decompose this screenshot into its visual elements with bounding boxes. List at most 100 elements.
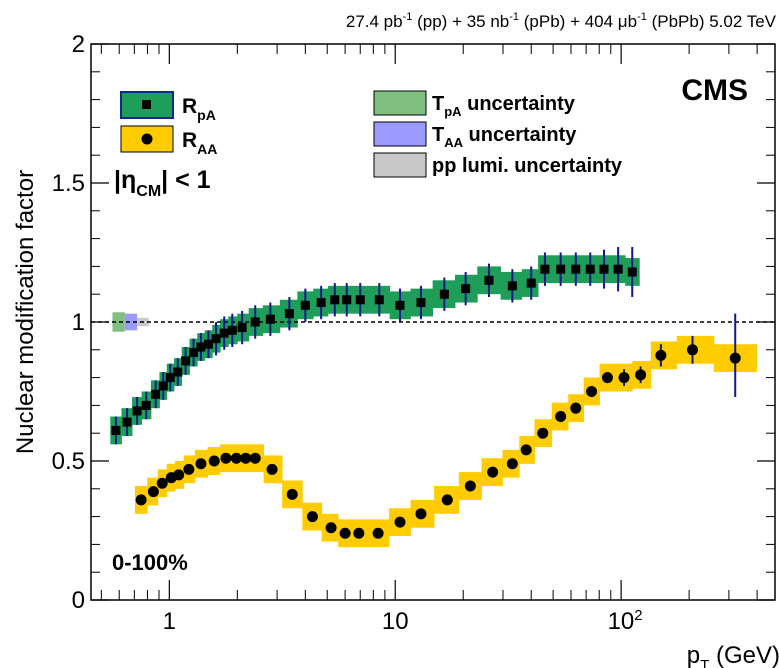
raa-point xyxy=(618,372,630,384)
rpa-point xyxy=(330,295,340,305)
legend-uncertainties: TpA uncertainty TAA uncertainty pp lumi.… xyxy=(373,90,623,178)
raa-point xyxy=(555,411,567,423)
raa-point xyxy=(240,452,252,464)
legend-marker-square xyxy=(142,100,151,109)
y-tick-label: 0 xyxy=(72,587,85,614)
raa-point xyxy=(230,452,242,464)
rpa-point xyxy=(141,400,151,410)
y-axis-title: Nuclear modification factor xyxy=(12,170,39,454)
rpa-point xyxy=(111,425,121,435)
rpa-point xyxy=(507,281,517,291)
rpa-point xyxy=(316,298,326,308)
raa-point xyxy=(286,488,298,500)
raa-point xyxy=(415,508,427,520)
raa-point xyxy=(156,477,168,489)
rpa-point xyxy=(211,334,221,344)
raa-point xyxy=(249,452,261,464)
raa-point xyxy=(394,516,406,528)
rpa-point xyxy=(203,339,213,349)
legend-label-taa: TAA uncertainty xyxy=(432,124,577,150)
legend-entry-lumi: pp lumi. uncertainty xyxy=(373,152,623,178)
rpa-point xyxy=(585,264,595,274)
rpa-point xyxy=(571,264,581,274)
raa-point xyxy=(655,349,667,361)
x-tick-label: 10 xyxy=(382,608,409,635)
x-axis-title: pT (GeV) xyxy=(687,642,779,668)
rpa-point xyxy=(300,300,310,310)
legend-entry-raa: RAA xyxy=(120,125,217,157)
cms-label: CMS xyxy=(681,74,748,107)
rpa-point xyxy=(181,356,191,366)
y-tick-label: 1 xyxy=(72,309,85,336)
raa-point xyxy=(487,466,499,478)
rpa-point xyxy=(556,264,566,274)
rpa-point xyxy=(151,389,161,399)
rpa-point xyxy=(439,289,449,299)
rpa-point xyxy=(227,325,237,335)
centrality-label: 0-100% xyxy=(112,550,188,575)
norm-box-taa xyxy=(124,313,138,331)
raa-point xyxy=(372,527,384,539)
x-tick-label: 102 xyxy=(608,607,643,635)
y-tick-label: 2 xyxy=(72,31,85,58)
rpa-point xyxy=(284,309,294,319)
rpa-point xyxy=(599,264,609,274)
legend-label-rpa: RpA xyxy=(182,95,216,123)
legend-entry-rpa: RpA xyxy=(120,91,216,123)
legend-entry-taa: TAA uncertainty xyxy=(373,121,577,150)
raa-point xyxy=(339,527,351,539)
chart-header: 27.4 pb-1 (pp) + 35 nb-1 (pPb) + 404 μb-… xyxy=(346,11,777,31)
rpa-point xyxy=(265,314,275,324)
raa-point xyxy=(586,386,598,397)
raa-point xyxy=(220,452,232,464)
legend-swatch-tpa xyxy=(373,90,427,116)
x-tick-label: 1 xyxy=(163,608,176,635)
rpa-point xyxy=(219,328,229,338)
rpa-point xyxy=(165,373,175,383)
raa-point xyxy=(441,494,453,506)
legend-label-lumi: pp lumi. uncertainty xyxy=(432,155,623,177)
raa-point xyxy=(635,369,647,381)
rpa-point xyxy=(355,295,365,305)
rpa-point xyxy=(173,367,183,377)
raa-point xyxy=(520,444,532,456)
rpa-point xyxy=(461,284,471,294)
raa-point xyxy=(464,480,476,492)
rpa-point xyxy=(189,348,199,358)
axis-ticks: 0 0.5 1 1.5 2 1 10 102 xyxy=(52,31,775,635)
rpa-point xyxy=(132,406,142,416)
legend-series: RpA RAA xyxy=(120,91,217,157)
rpa-point xyxy=(395,300,405,310)
raa-point xyxy=(570,402,582,414)
raa-point xyxy=(537,427,549,439)
rpa-point xyxy=(158,381,168,391)
rpa-point xyxy=(122,417,132,427)
legend-label-raa: RAA xyxy=(182,129,217,157)
raa-point xyxy=(183,463,195,475)
rpa-point xyxy=(196,342,206,352)
legend-swatch-taa xyxy=(373,121,427,147)
raa-point xyxy=(506,458,518,470)
raa-point xyxy=(353,527,365,539)
raa-point xyxy=(729,352,741,364)
legend-entry-tpa: TpA uncertainty xyxy=(373,90,576,119)
y-tick-label: 0.5 xyxy=(52,448,85,475)
legend-marker-circle xyxy=(141,133,153,145)
rpa-point xyxy=(342,295,352,305)
raa-point xyxy=(208,455,220,467)
rpa-point xyxy=(416,298,426,308)
rpa-point xyxy=(250,317,260,327)
eta-label: |ηCM| < 1 xyxy=(114,166,211,200)
norm-box-tpa xyxy=(112,312,125,332)
rpa-point xyxy=(484,275,494,285)
raa-point xyxy=(195,458,207,470)
rpa-point xyxy=(526,278,536,288)
rpa-point xyxy=(613,264,623,274)
raa-point xyxy=(135,494,147,506)
raa-point xyxy=(686,344,698,356)
legend-label-tpa: TpA uncertainty xyxy=(432,93,576,119)
rpa-point xyxy=(627,267,637,277)
raa-point xyxy=(266,463,278,475)
raa-point xyxy=(306,511,318,523)
